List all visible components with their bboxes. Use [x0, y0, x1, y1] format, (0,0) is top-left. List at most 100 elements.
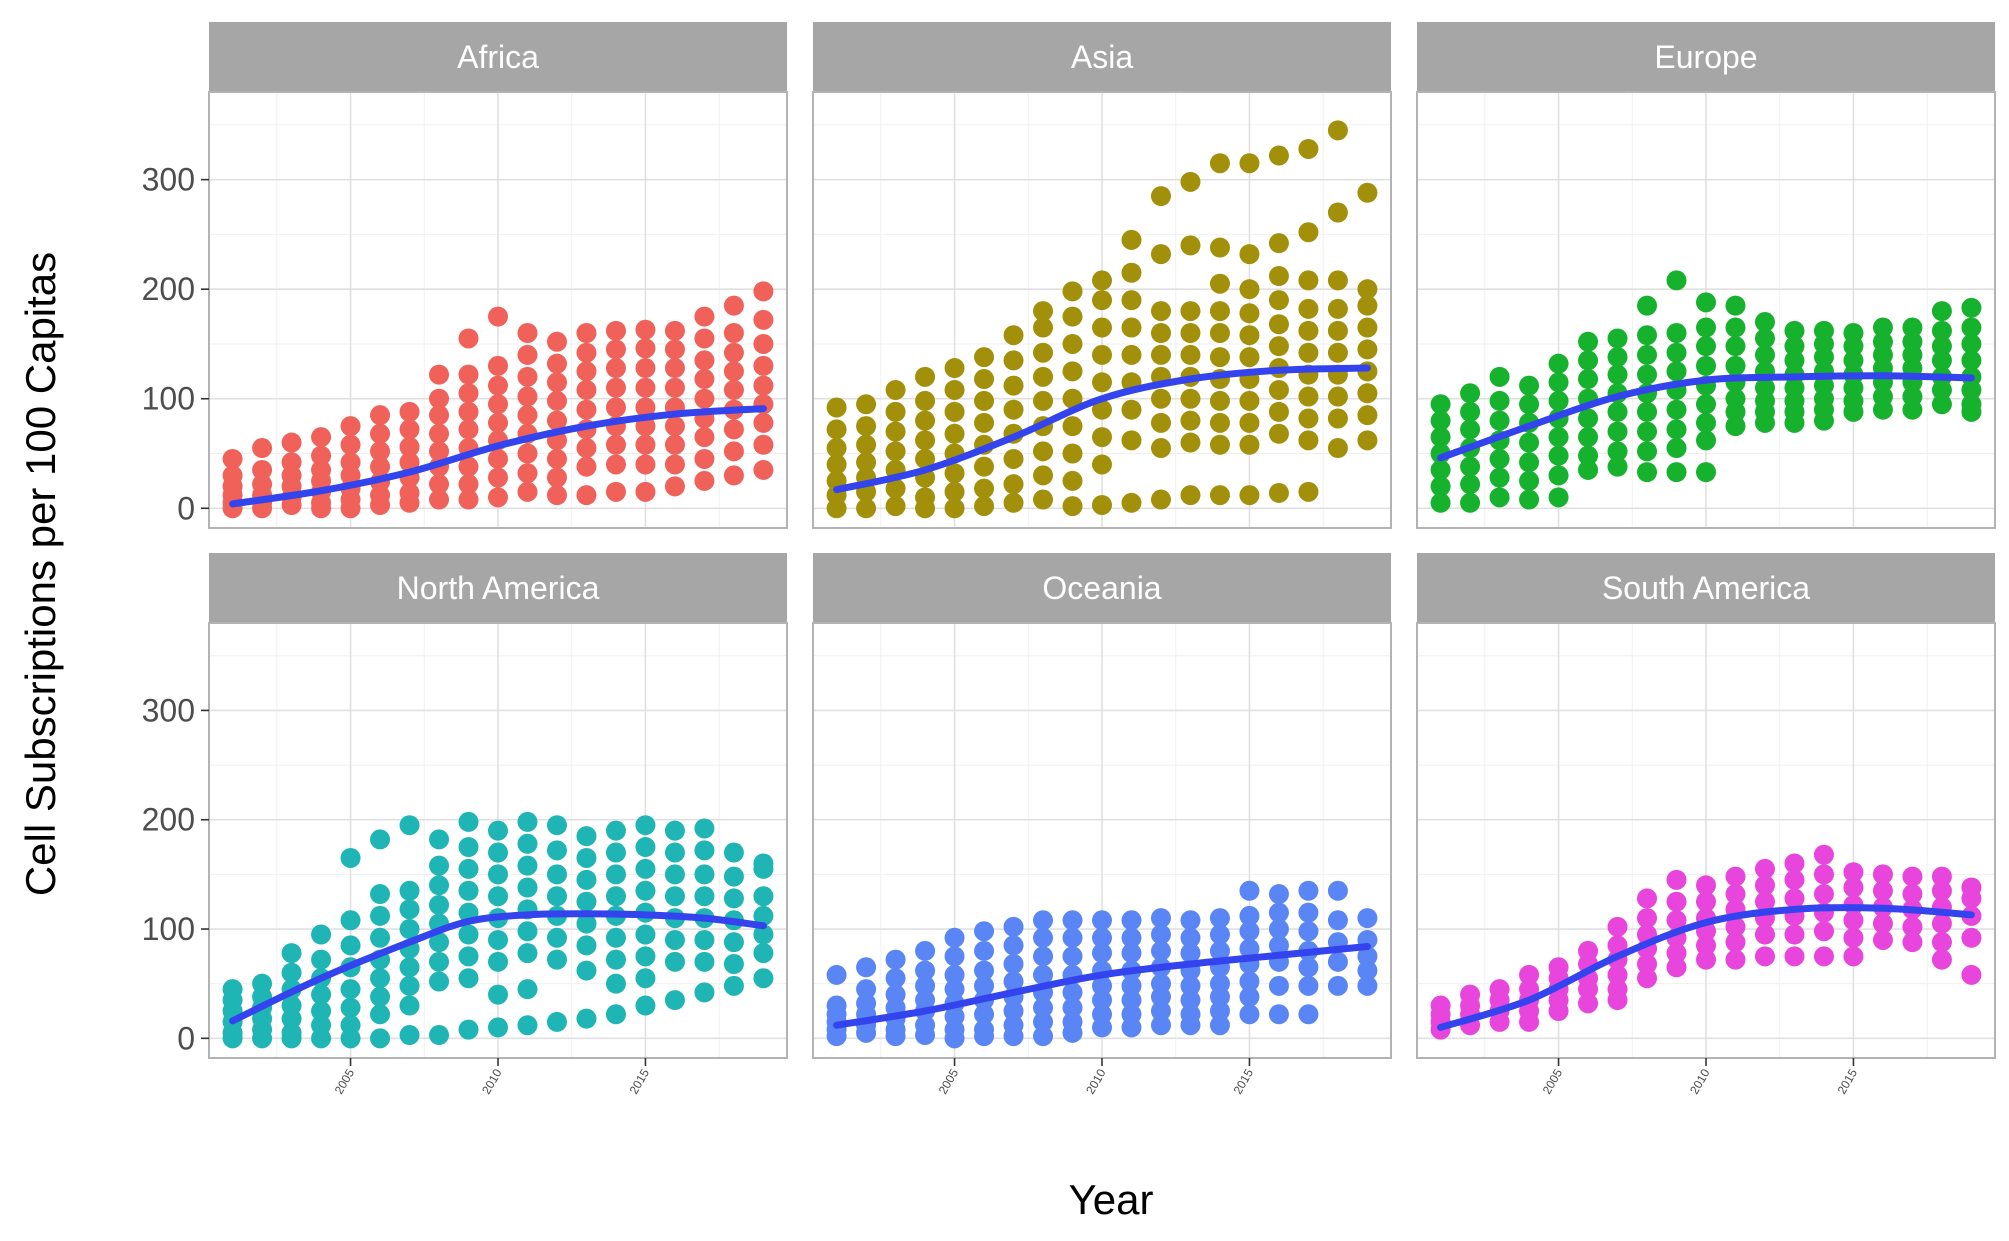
data-point — [664, 476, 685, 497]
data-point — [1666, 869, 1687, 890]
data-point — [1003, 325, 1024, 346]
data-point — [517, 366, 538, 387]
data-point — [1268, 401, 1289, 422]
data-point — [1696, 430, 1716, 451]
data-point — [370, 968, 391, 989]
data-point — [429, 894, 450, 915]
data-point — [915, 390, 936, 411]
data-point — [370, 884, 391, 905]
data-point — [1268, 145, 1289, 166]
data-point — [458, 456, 479, 477]
data-point — [1062, 496, 1083, 517]
data-point — [1578, 445, 1599, 466]
data-point — [1931, 866, 1952, 887]
data-point — [1666, 323, 1687, 344]
data-point — [974, 412, 995, 433]
data-point — [1033, 317, 1054, 338]
data-point — [1754, 412, 1775, 433]
data-point — [546, 886, 567, 907]
data-point — [723, 954, 744, 975]
data-point — [856, 1022, 877, 1043]
data-point — [605, 927, 626, 948]
data-point — [694, 448, 715, 469]
data-point — [723, 379, 744, 400]
trend-line — [1437, 904, 1975, 1031]
data-point — [281, 494, 302, 515]
data-point — [605, 434, 626, 455]
data-point — [1931, 350, 1952, 371]
data-point — [546, 1011, 567, 1032]
data-point — [370, 405, 391, 426]
data-point — [517, 921, 538, 942]
data-point — [1607, 964, 1628, 985]
facet-panel: South America — [1416, 553, 1996, 1059]
data-point — [1460, 419, 1481, 440]
data-point — [1666, 943, 1687, 964]
data-point — [1872, 929, 1893, 950]
data-point — [1784, 320, 1805, 341]
facet-strip — [209, 22, 787, 92]
data-point — [1180, 235, 1201, 256]
data-point — [1784, 336, 1805, 357]
data-point — [1519, 394, 1540, 415]
data-point — [1209, 940, 1230, 961]
data-point — [944, 379, 965, 400]
data-point — [429, 875, 450, 896]
data-point — [1327, 975, 1348, 996]
data-point — [1180, 432, 1201, 453]
data-point — [1357, 339, 1378, 360]
data-point — [1357, 182, 1378, 203]
data-point — [885, 441, 906, 462]
data-point — [974, 347, 995, 368]
data-point — [1357, 279, 1378, 300]
data-point — [399, 436, 420, 457]
data-point — [1637, 364, 1658, 385]
data-point — [311, 498, 332, 519]
data-point — [1725, 916, 1746, 937]
data-point — [1268, 482, 1289, 503]
data-point — [635, 397, 656, 418]
data-point — [370, 927, 391, 948]
data-point — [694, 350, 715, 371]
data-point — [1666, 361, 1687, 382]
data-point — [944, 481, 965, 502]
data-point — [340, 997, 361, 1018]
data-point — [1460, 383, 1481, 404]
data-point — [1578, 979, 1599, 1000]
data-point — [753, 943, 774, 964]
data-point — [1725, 949, 1746, 970]
data-point — [1357, 960, 1378, 981]
data-point — [1357, 405, 1378, 426]
data-point — [517, 323, 538, 344]
data-point — [488, 820, 508, 841]
data-point — [1298, 957, 1319, 978]
data-point — [311, 445, 332, 466]
data-point — [664, 358, 685, 379]
data-point — [1357, 295, 1378, 316]
data-point — [885, 1026, 906, 1047]
data-point — [546, 949, 567, 970]
data-point — [723, 441, 744, 462]
data-point — [1843, 927, 1864, 948]
data-point — [1902, 932, 1923, 953]
data-point — [1239, 971, 1260, 992]
data-point — [944, 1028, 965, 1049]
data-point — [517, 943, 538, 964]
data-point — [1033, 1026, 1054, 1047]
data-point — [1430, 492, 1451, 513]
data-point — [1003, 375, 1024, 396]
data-point — [1754, 891, 1775, 912]
data-point — [1033, 342, 1054, 363]
data-point — [635, 434, 656, 455]
data-point — [635, 815, 656, 836]
y-tick-label: 100 — [142, 911, 195, 947]
data-point — [974, 960, 995, 981]
data-point — [1239, 485, 1260, 506]
data-point — [1843, 862, 1864, 883]
data-point — [885, 379, 906, 400]
data-point — [1268, 423, 1289, 444]
data-point — [1268, 379, 1289, 400]
data-point — [1548, 427, 1569, 448]
data-point — [1931, 394, 1952, 415]
data-point — [1239, 279, 1260, 300]
